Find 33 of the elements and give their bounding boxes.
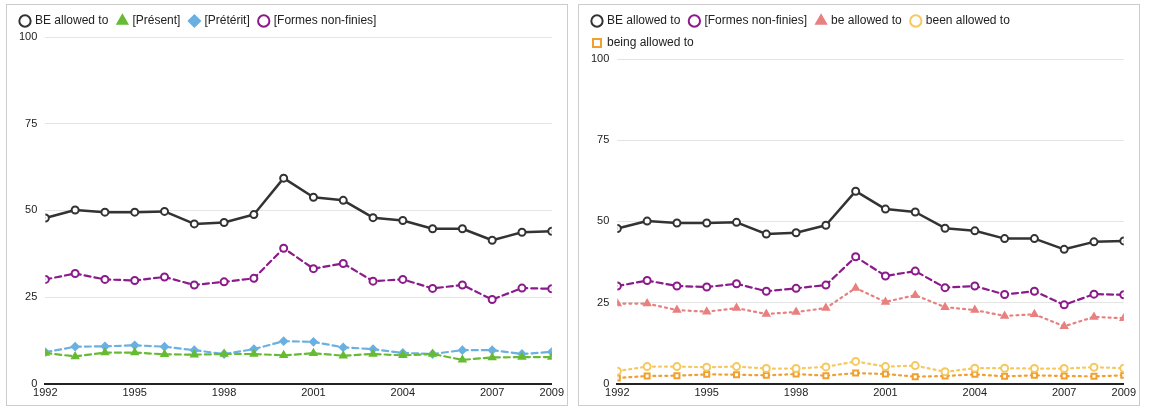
x-tick-label: 2004	[390, 386, 416, 399]
legend-label: be allowed to	[831, 13, 903, 28]
legend-label: [Formes non-finies]	[273, 13, 377, 28]
y-tick-label: 50	[25, 203, 38, 216]
x-tick-label: 2001	[873, 386, 898, 399]
legend-label: [Présent]	[132, 13, 181, 28]
x-tick-label: 1995	[694, 386, 719, 399]
x-tick-label: 1992	[33, 386, 58, 399]
x-tick-label: 2009	[1111, 386, 1137, 399]
legend-label: being allowed to	[607, 35, 695, 50]
y-tick-label: 50	[597, 214, 610, 227]
legend-label: [Prétérit]	[204, 13, 250, 28]
y-tick-label: 25	[597, 295, 610, 308]
x-tick-label: 2007	[479, 386, 505, 399]
legend-label: [Formes non-finies]	[704, 13, 808, 28]
x-tick-label: 2004	[962, 386, 988, 399]
legend-label: BE allowed to	[35, 13, 109, 28]
x-tick-label: 1995	[122, 386, 147, 399]
x-tick-label: 2007	[1051, 386, 1077, 399]
y-tick-label: 0	[31, 376, 38, 389]
y-tick-label: 25	[25, 290, 38, 303]
y-tick-label: 75	[25, 116, 38, 129]
legend-label: been allowed to	[925, 13, 1011, 28]
x-tick-label: 1998	[783, 386, 809, 399]
y-tick-label: 100	[18, 30, 38, 43]
x-tick-label: 2009	[539, 386, 565, 399]
x-tick-label: 2001	[301, 386, 326, 399]
x-tick-label: 1992	[605, 386, 630, 399]
y-tick-label: 75	[597, 133, 610, 146]
y-tick-label: 100	[590, 52, 610, 65]
y-tick-label: 0	[603, 376, 610, 389]
legend-label: BE allowed to	[607, 13, 681, 28]
x-tick-label: 1998	[211, 386, 237, 399]
